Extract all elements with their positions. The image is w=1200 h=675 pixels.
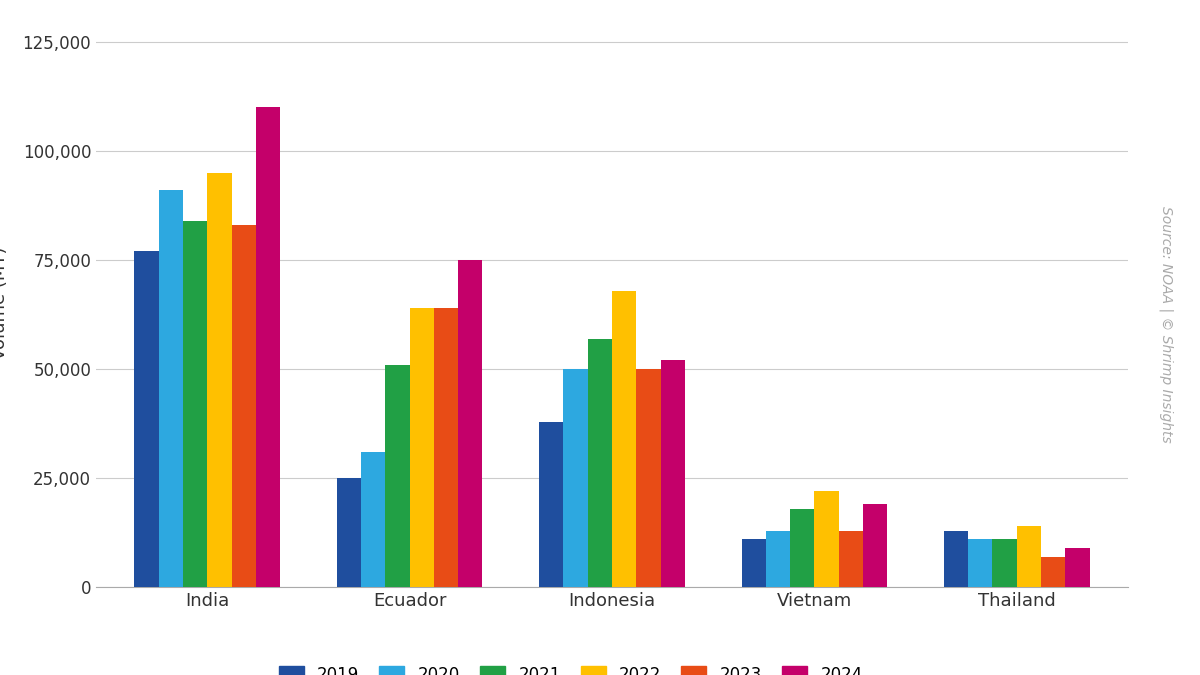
Bar xyxy=(660,360,685,587)
Bar xyxy=(409,308,434,587)
Bar xyxy=(742,539,766,587)
Bar xyxy=(1040,557,1066,587)
Bar xyxy=(385,364,409,587)
Bar xyxy=(992,539,1016,587)
Y-axis label: Volume (MT): Volume (MT) xyxy=(0,247,8,360)
Legend: 2019, 2020, 2021, 2022, 2023, 2024: 2019, 2020, 2021, 2022, 2023, 2024 xyxy=(270,658,871,675)
Bar xyxy=(1066,548,1090,587)
Bar xyxy=(361,452,385,587)
Bar xyxy=(434,308,458,587)
Bar xyxy=(1016,526,1040,587)
Bar xyxy=(232,225,256,587)
Bar xyxy=(134,251,158,587)
Text: Source: NOAA | © Shrimp Insights: Source: NOAA | © Shrimp Insights xyxy=(1159,206,1174,442)
Bar xyxy=(458,260,482,587)
Bar xyxy=(863,504,887,587)
Bar xyxy=(588,339,612,587)
Bar xyxy=(815,491,839,587)
Bar xyxy=(839,531,863,587)
Bar xyxy=(564,369,588,587)
Bar xyxy=(158,190,184,587)
Bar xyxy=(790,509,815,587)
Bar xyxy=(539,421,564,587)
Bar xyxy=(337,478,361,587)
Bar xyxy=(256,107,280,587)
Bar xyxy=(766,531,790,587)
Bar xyxy=(612,291,636,587)
Bar xyxy=(636,369,660,587)
Bar xyxy=(208,173,232,587)
Bar xyxy=(944,531,968,587)
Bar xyxy=(184,221,208,587)
Bar xyxy=(968,539,992,587)
